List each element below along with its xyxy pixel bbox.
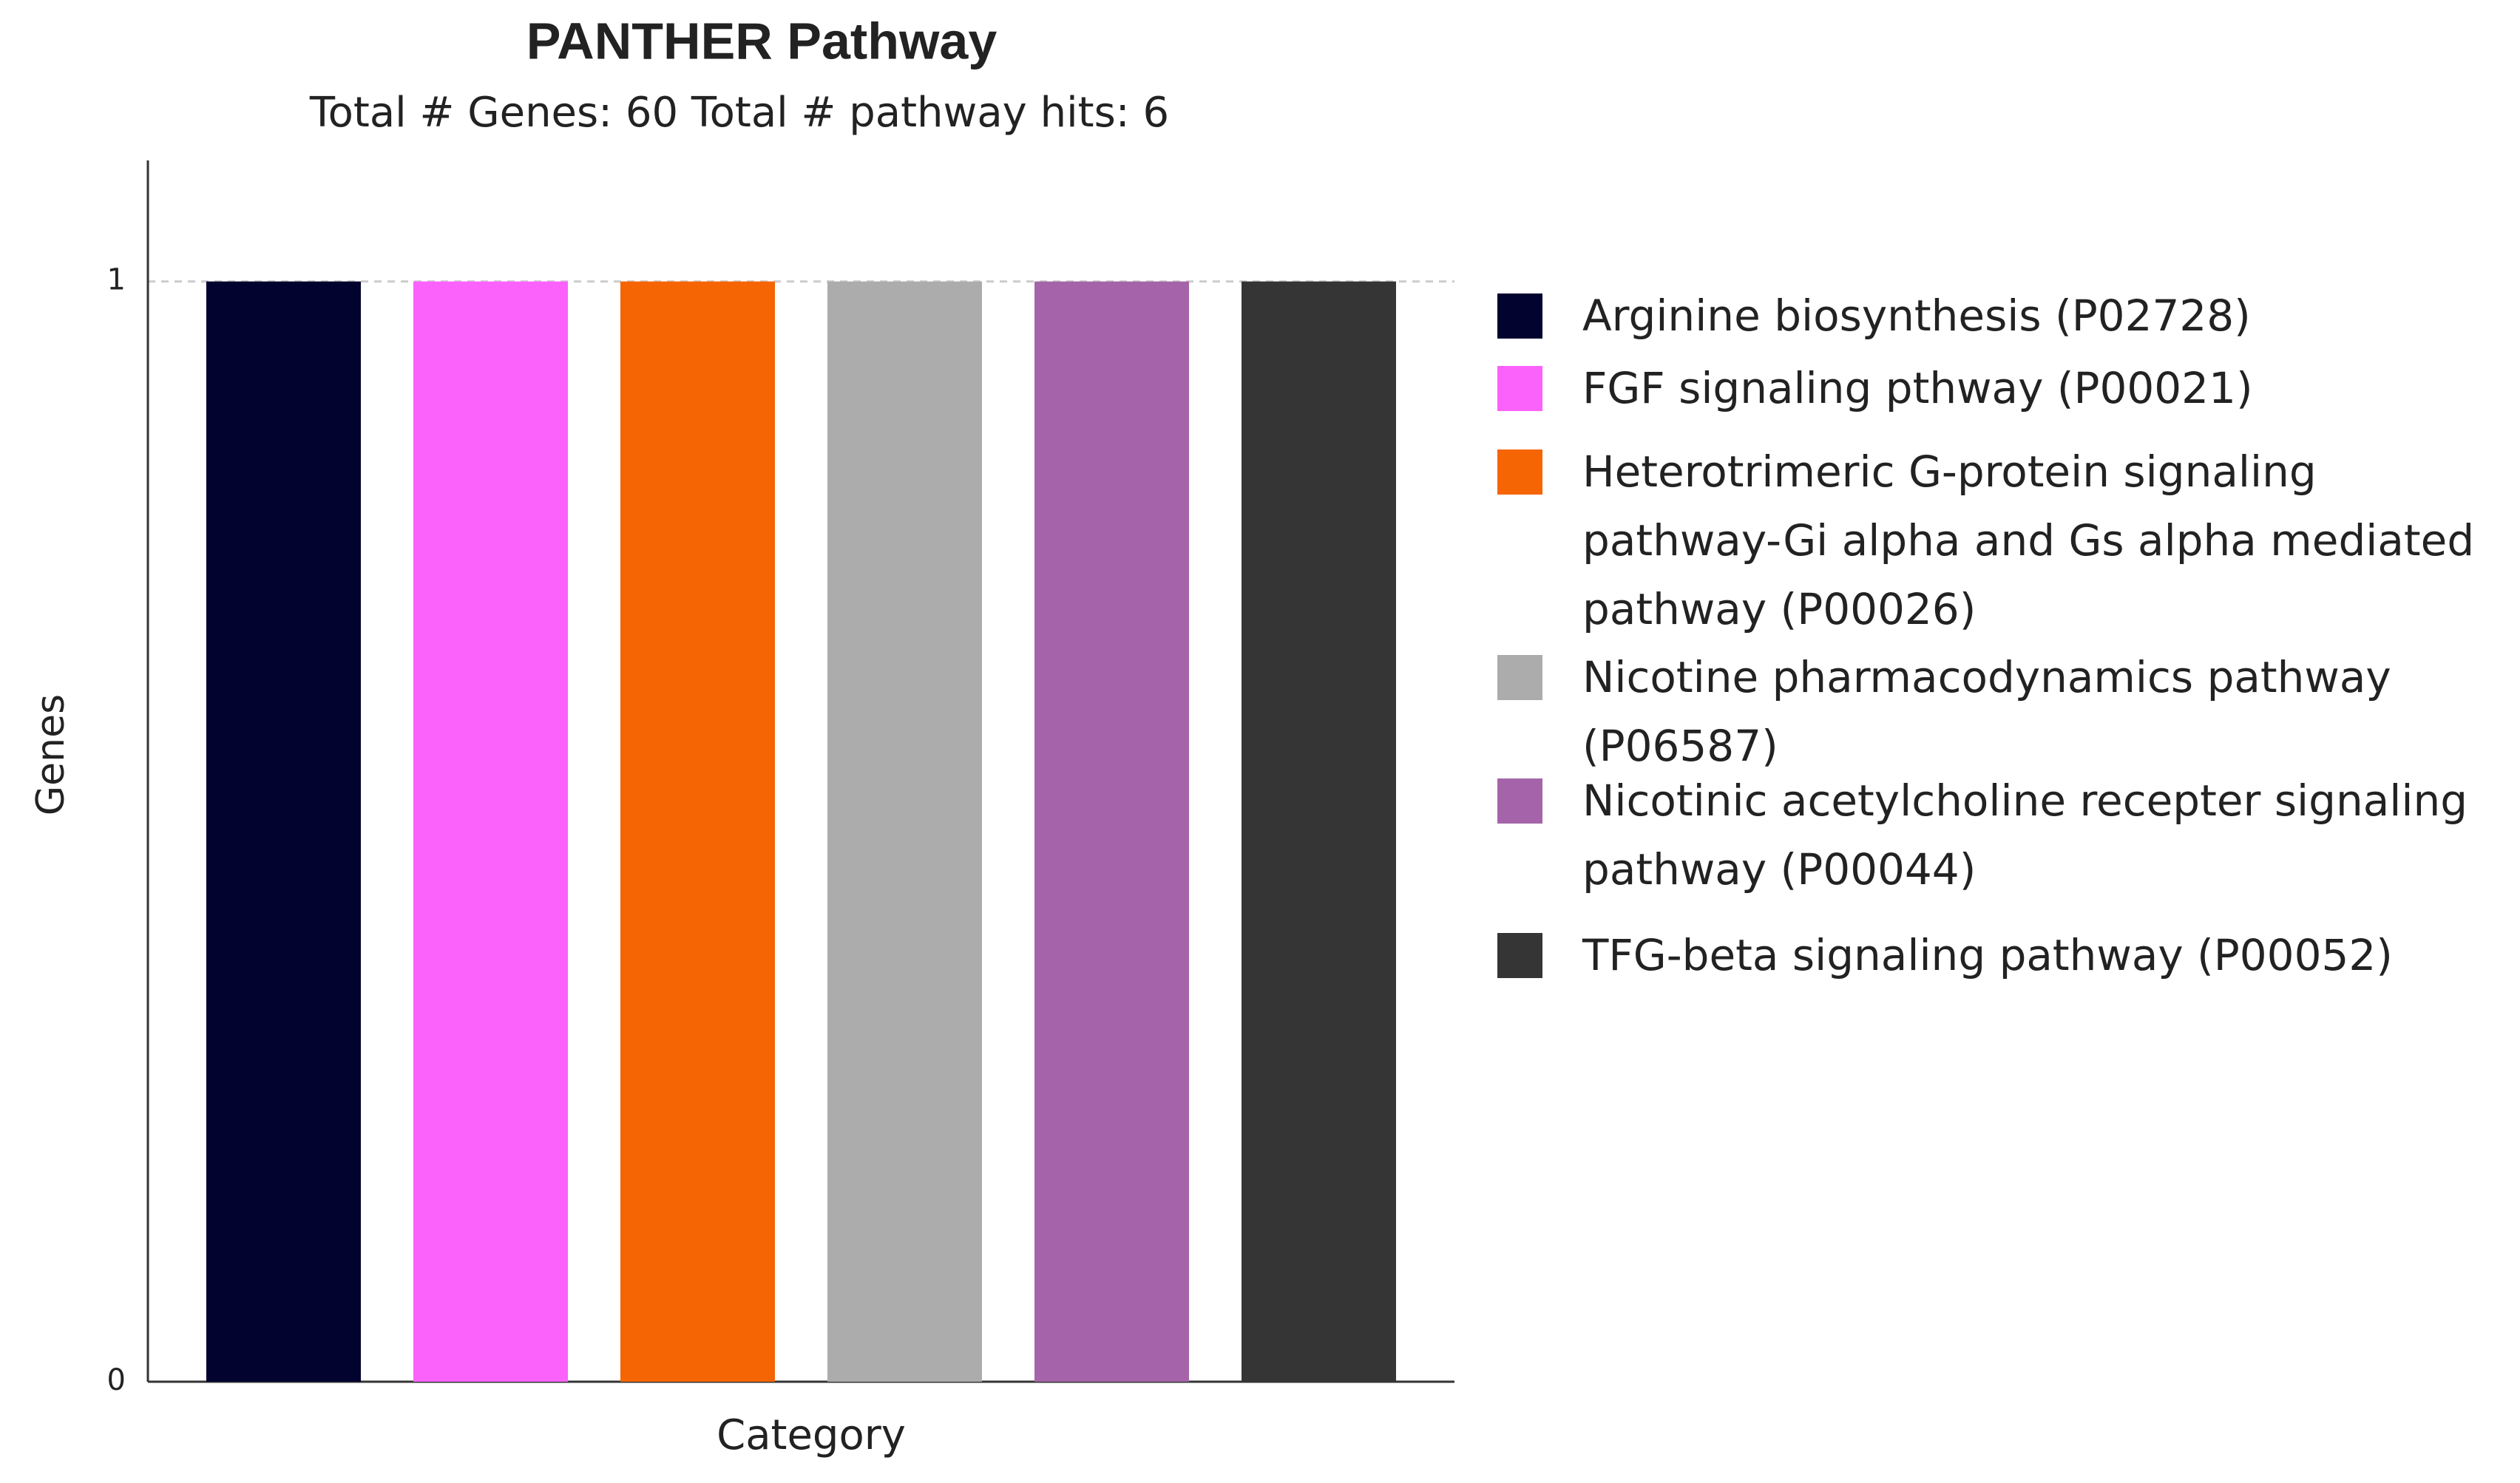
bar [413, 281, 568, 1382]
legend-item: Nicotinic acetylcholine recepter signali… [1497, 767, 2510, 904]
bar [827, 281, 982, 1382]
legend-label: Heterotrimeric G-protein signaling pathw… [1582, 447, 2475, 634]
legend-item: FGF signaling pthway (P00021) [1497, 354, 2510, 423]
legend-swatch [1497, 366, 1542, 411]
bar [1034, 281, 1189, 1382]
legend-swatch [1497, 778, 1542, 824]
bar [620, 281, 775, 1382]
legend-item: Arginine biosynthesis (P02728) [1497, 282, 2510, 350]
chart-subtitle: Total # Genes: 60 Total # pathway hits: … [309, 89, 1169, 137]
chart-title: PANTHER Pathway [526, 12, 998, 69]
y-axis-label: Genes [29, 694, 73, 815]
legend-item: Nicotine pharmacodynamics pathway (P0658… [1497, 643, 2510, 781]
legend-swatch [1497, 293, 1542, 339]
legend-swatch [1497, 449, 1542, 495]
x-axis-label: Category [717, 1411, 906, 1459]
y-tick-label: 1 [107, 263, 126, 297]
legend-label: Nicotinic acetylcholine recepter signali… [1582, 776, 2468, 895]
legend-label: Arginine biosynthesis (P02728) [1582, 291, 2251, 341]
legend-swatch [1497, 655, 1542, 700]
legend-item: TFG-beta signaling pathway (P00052) [1497, 921, 2510, 990]
legend-label: FGF signaling pthway (P00021) [1582, 363, 2253, 413]
bar [1242, 281, 1396, 1382]
y-tick-label: 0 [107, 1363, 126, 1397]
legend-label: TFG-beta signaling pathway (P00052) [1582, 930, 2393, 980]
legend-swatch [1497, 933, 1542, 978]
legend-item: Heterotrimeric G-protein signaling pathw… [1497, 438, 2510, 644]
legend-label: Nicotine pharmacodynamics pathway (P0658… [1582, 652, 2391, 771]
bar [206, 281, 361, 1382]
